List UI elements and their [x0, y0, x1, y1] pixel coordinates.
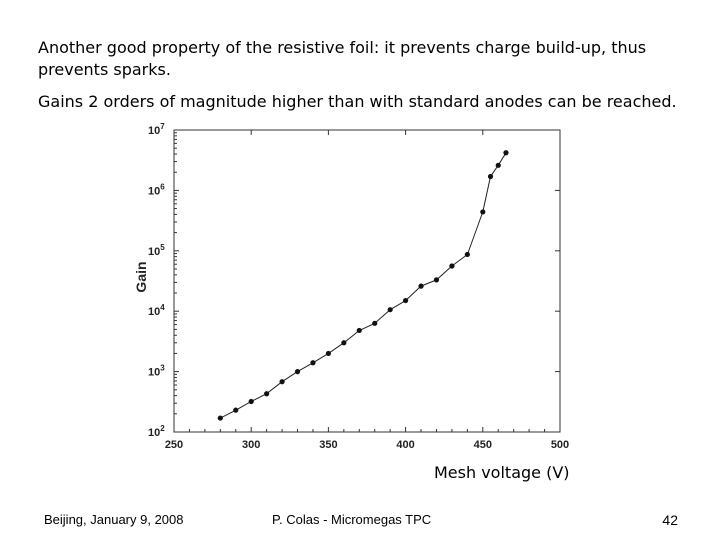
data-point — [248, 398, 254, 405]
data-point — [217, 415, 223, 421]
x-tick-label: 350 — [319, 439, 337, 451]
y-tick-label: 106 — [148, 182, 165, 197]
data-point — [464, 251, 470, 258]
slide-paragraph-1: Another good property of the resistive f… — [38, 38, 647, 79]
slide-number: 42 — [662, 512, 678, 528]
y-axis-label: Gain — [133, 261, 149, 292]
x-tick-label: 300 — [242, 439, 260, 451]
x-tick-label: 500 — [551, 439, 569, 451]
data-point — [449, 263, 455, 269]
y-tick-label: 103 — [148, 364, 165, 379]
x-axis-label: Mesh voltage (V) — [434, 463, 570, 482]
x-tick-label: 450 — [474, 439, 492, 451]
x-tick-label: 400 — [396, 439, 414, 451]
y-tick-label: 105 — [148, 243, 165, 258]
data-point — [480, 209, 486, 215]
footer-title: P. Colas - Micromegas TPC — [272, 512, 432, 527]
data-point — [264, 391, 270, 397]
y-tick-label: 104 — [148, 303, 165, 318]
data-point — [495, 162, 501, 168]
y-tick-label: 107 — [148, 122, 165, 137]
footer-date: Beijing, January 9, 2008 — [44, 512, 184, 527]
plot-frame — [173, 129, 561, 433]
data-point — [279, 379, 285, 385]
data-point — [341, 340, 347, 346]
data-point — [387, 307, 393, 313]
data-point — [503, 150, 509, 156]
slide-paragraph-2: Gains 2 orders of magnitude higher than … — [38, 92, 677, 111]
data-point — [310, 360, 316, 366]
data-point — [325, 350, 331, 357]
data-point — [372, 320, 378, 326]
y-tick-label: 102 — [148, 424, 165, 439]
data-point — [487, 173, 494, 180]
data-point — [294, 369, 301, 375]
data-point — [233, 407, 239, 413]
data-point — [433, 277, 440, 283]
x-tick-label: 250 — [165, 439, 183, 451]
data-point — [403, 297, 409, 304]
series-line — [220, 152, 507, 419]
data-point — [418, 283, 424, 289]
data-point — [356, 327, 362, 334]
